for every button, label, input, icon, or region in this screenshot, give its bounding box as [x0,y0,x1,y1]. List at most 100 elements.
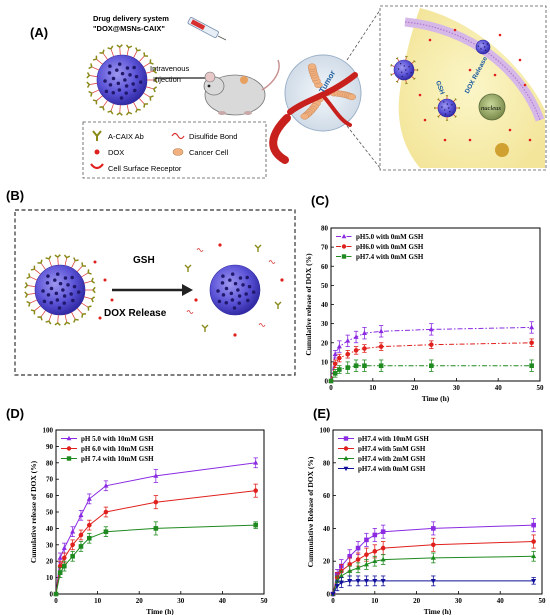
y-axis-label: Cumulative release of DOX (%) [304,253,313,356]
legend-marker [343,455,349,461]
legend-label: pH5.0 with 0mM GSH [356,233,424,241]
data-point [78,532,84,538]
data-point [531,553,537,559]
data-point [70,528,76,534]
released-nanoparticle [184,243,284,337]
data-point [336,343,342,349]
data-point [362,346,367,351]
data-point [363,579,369,584]
y-tick-label: 20 [321,339,329,347]
x-tick-label: 30 [455,597,463,605]
data-point [347,579,353,584]
gsh-label-a: GSH [434,80,445,96]
series [328,338,534,384]
data-point [57,570,63,575]
legend-marker [343,436,349,441]
data-point [380,545,386,551]
syringe-icon [187,17,227,41]
data-point [529,340,534,346]
data-point [347,553,353,559]
data-point [153,499,159,505]
legend-marker [343,446,349,451]
data-point [103,509,109,515]
y-tick-label: 60 [46,492,54,500]
series-line [55,524,256,595]
data-point [355,579,361,584]
data-point [431,542,436,548]
y-tick-label: 0 [327,591,331,599]
x-tick-label: 20 [136,597,144,605]
data-point [355,545,361,551]
x-tick-label: 20 [411,384,419,392]
x-tick-label: 0 [329,384,333,392]
data-point [153,473,159,478]
y-tick-label: 90 [46,443,54,451]
x-tick-label: 30 [177,597,185,605]
data-point [355,565,361,570]
x-tick-label: 0 [54,597,58,605]
data-point [332,361,338,367]
data-point [372,558,378,564]
panel-label: (E) [313,406,330,421]
data-point [70,542,75,548]
x-tick-label: 10 [94,597,102,605]
data-point [103,483,109,488]
x-tick-label: 0 [331,597,335,605]
data-point [531,539,536,544]
data-point [338,573,344,578]
panel-b: (B) GSH DOX Release [6,188,296,376]
y-tick-label: 0 [325,378,329,386]
x-axis-label: Time (h) [146,607,174,615]
chart-e: (E) 0 10 20 30 40 50 0 20 40 60 80 100 Time (h) Cummul… [306,406,546,615]
series [53,521,258,597]
legend-marker [343,466,349,472]
legend-label: pH7.4 with 2mM GSH [358,455,426,463]
y-tick-label: 20 [323,558,331,566]
y-axis-label: Cumulative release of DOX (%) [29,460,38,563]
data-point [380,556,386,562]
y-tick-label: 30 [321,320,329,328]
y-tick-label: 50 [321,282,329,290]
injection-label-2: Injection [153,75,181,84]
data-point [372,549,378,554]
chart-c: (C) 0 10 20 30 40 50 0 10 20 30 40 50 60 70 80 Time (h) C… [304,193,544,403]
data-point [378,328,384,334]
panel-b-label: (B) [6,188,24,203]
legend-label: pH7.4 with 10mM GSH [358,435,429,443]
y-tick-label: 80 [323,459,331,467]
chart-d: (D) 0 10 20 30 40 50 0 10 20 30 40 50 60 70 80 90 100 Time… [6,406,268,615]
legend-receptor: Cell Surface Receptor [108,164,182,173]
nucleus-label: nucleus [481,105,501,112]
x-tick-label: 50 [261,597,269,605]
x-tick-label: 40 [219,597,227,605]
series-line [332,555,534,595]
x-axis-label: Time (h) [424,607,452,615]
data-point [431,526,436,531]
y-tick-label: 40 [321,301,329,309]
legend-marker [341,244,347,249]
data-point [353,348,359,353]
y-tick-label: 70 [321,244,329,252]
tumor-zoom: Tumor [284,54,362,132]
data-point [253,522,258,528]
data-point [328,378,334,384]
mouse-icon [203,59,280,116]
dox-icon [94,149,100,155]
gsh-label-b: GSH [133,255,155,266]
data-point [332,351,338,357]
data-point [378,363,384,368]
data-point [86,535,92,541]
data-point [362,363,367,368]
data-point [334,578,340,583]
legend-label: pH7.4 with 0mM GSH [358,465,426,473]
y-tick-label: 100 [43,427,54,435]
y-tick-label: 10 [321,358,329,366]
legend-label: pH6.0 with 0mM GSH [356,243,424,251]
cancer-cell-icon [172,148,184,156]
legend-label: pH7.4 with 5mM GSH [358,445,426,453]
data-point [62,555,67,561]
legend-marker [66,456,72,461]
data-point [345,351,351,357]
data-point [529,324,535,330]
